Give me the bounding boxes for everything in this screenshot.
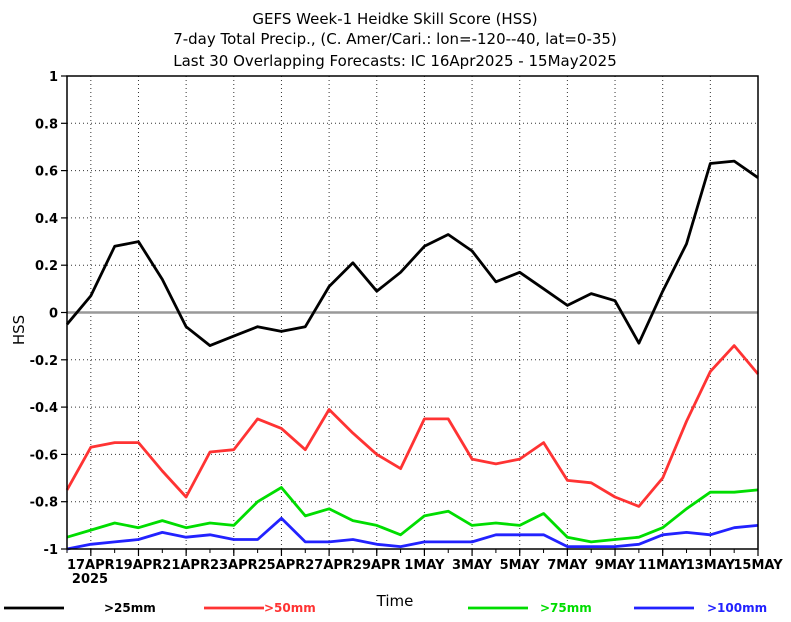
x-tick-label: 5MAY <box>500 558 541 573</box>
x-tick-label: 23APR <box>210 558 258 573</box>
series-line <box>66 486 759 544</box>
legend-label: >25mm <box>104 601 156 615</box>
x-tick-label: 15MAY <box>733 558 783 573</box>
series-line <box>65 344 760 508</box>
legend-label: >100mm <box>707 601 767 615</box>
y-tick-label: -0.4 <box>30 401 58 416</box>
y-tick-label: 0.4 <box>35 212 58 227</box>
y-tick-label: 1 <box>49 70 58 85</box>
y-tick-label: -0.8 <box>30 496 58 511</box>
series-line <box>65 159 759 348</box>
y-axis-label: HSS <box>10 315 28 345</box>
y-axis-ticks: -1 -0.8 -0.6 -0.4 -0.2 0 0.2 0.4 0.6 0.8 1 <box>30 70 67 558</box>
x-tick-label: 1MAY <box>404 558 445 573</box>
series-lines <box>65 159 760 551</box>
chart-subtitle: 7-day Total Precip., (C. Amer/Cari.: lon… <box>173 30 617 48</box>
legend-label: >50mm <box>264 601 316 615</box>
x-tick-label: 21APR <box>162 558 210 573</box>
series-line <box>66 516 759 551</box>
x-tick-label: 7MAY <box>547 558 588 573</box>
x-tick-label: 9MAY <box>595 558 636 573</box>
y-tick-label: -1 <box>44 543 58 558</box>
y-tick-label: 0 <box>49 307 58 322</box>
y-tick-label: -0.6 <box>30 448 58 463</box>
x-tick-label: 11MAY <box>638 558 688 573</box>
y-tick-label: 0.2 <box>35 259 58 274</box>
x-tick-label: 29APR <box>353 558 401 573</box>
x-tick-label: 3MAY <box>452 558 493 573</box>
legend: >25mm >50mm >75mm >100mm <box>4 601 767 615</box>
legend-label: >75mm <box>540 601 592 615</box>
y-tick-label: 0.6 <box>35 165 58 180</box>
y-tick-label: -0.2 <box>30 354 58 369</box>
chart-forecast-range: Last 30 Overlapping Forecasts: IC 16Apr2… <box>173 52 617 70</box>
x-tick-label: 17APR <box>67 558 115 573</box>
y-tick-label: 0.8 <box>35 117 58 132</box>
x-tick-label: 19APR <box>115 558 163 573</box>
plot-frame <box>66 75 759 550</box>
x-tick-label: 25APR <box>258 558 306 573</box>
x-axis-label: Time <box>376 592 414 610</box>
x-axis-year: 2025 <box>72 572 108 587</box>
x-axis-ticks: 17APR 19APR 21APR 23APR 25APR 27APR 29APR 1MAY 3… <box>66 549 783 573</box>
chart-title: GEFS Week-1 Heidke Skill Score (HSS) <box>252 10 537 28</box>
x-tick-label: 27APR <box>305 558 353 573</box>
x-tick-label: 13MAY <box>686 558 736 573</box>
